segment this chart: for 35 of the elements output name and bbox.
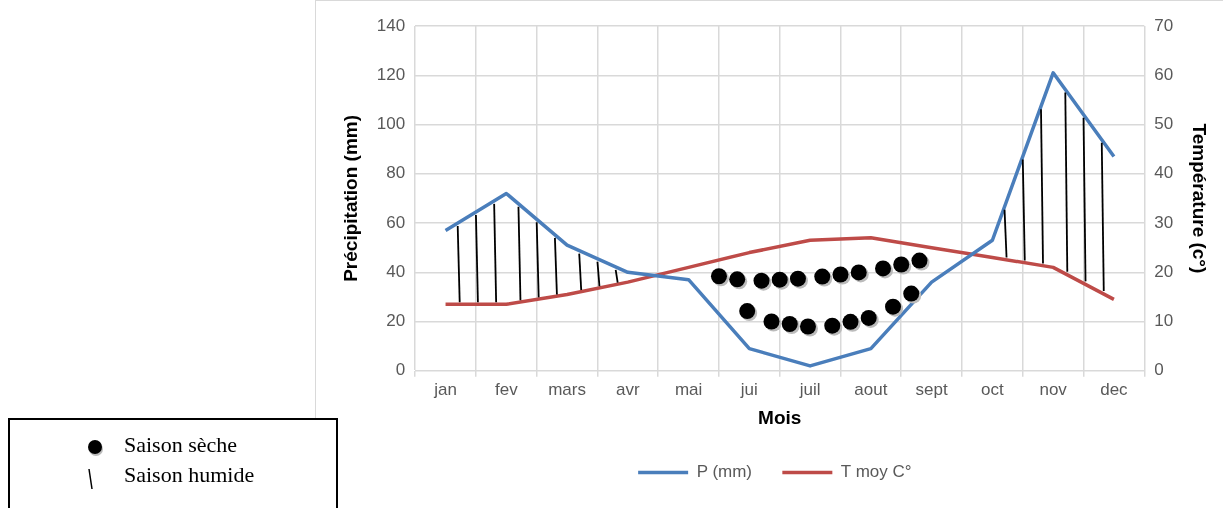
x-tick-label: fev — [494, 379, 519, 399]
y-axis-title: Précipitation (mm) — [339, 114, 361, 282]
y2-tick-label: 70 — [1154, 15, 1174, 35]
y-tick-label: 120 — [376, 64, 406, 84]
x-tick-label: jan — [433, 379, 457, 399]
y-tick-label: 80 — [386, 163, 406, 183]
x-tick-label: avr — [616, 379, 640, 399]
y2-tick-label: 50 — [1154, 114, 1174, 134]
y-tick-label: 20 — [386, 311, 406, 331]
text: Saison humide — [124, 462, 255, 487]
x-tick-label: nov — [1039, 379, 1068, 399]
y2-tick-label: 40 — [1154, 163, 1174, 183]
y-tick-label: 100 — [376, 114, 406, 134]
x-tick-label: aout — [854, 379, 888, 399]
y-tick-label: 60 — [386, 212, 406, 232]
x-tick-label: mars — [548, 379, 586, 399]
y2-tick-label: 0 — [1154, 360, 1164, 380]
y-tick-label: 140 — [376, 15, 406, 35]
y2-axis-title: Température (c°) — [1189, 123, 1211, 274]
x-tick-label: sept — [915, 379, 948, 399]
legend-label: P (mm) — [696, 462, 753, 482]
x-tick-label: juil — [798, 379, 821, 399]
x-tick-label: dec — [1100, 379, 1129, 399]
legend-label: T moy C° — [840, 462, 912, 482]
x-tick-label: mai — [674, 379, 703, 399]
y2-tick-label: 20 — [1154, 261, 1174, 281]
y2-tick-label: 30 — [1154, 212, 1174, 232]
x-tick-label: jui — [739, 379, 758, 399]
text: Saison sèche — [124, 432, 238, 457]
y-tick-label: 0 — [395, 360, 406, 380]
y2-tick-label: 60 — [1154, 64, 1174, 84]
x-axis-title: Mois — [758, 406, 802, 428]
x-tick-label: oct — [981, 379, 1004, 399]
y-tick-label: 40 — [386, 261, 406, 281]
y2-tick-label: 10 — [1154, 311, 1174, 331]
